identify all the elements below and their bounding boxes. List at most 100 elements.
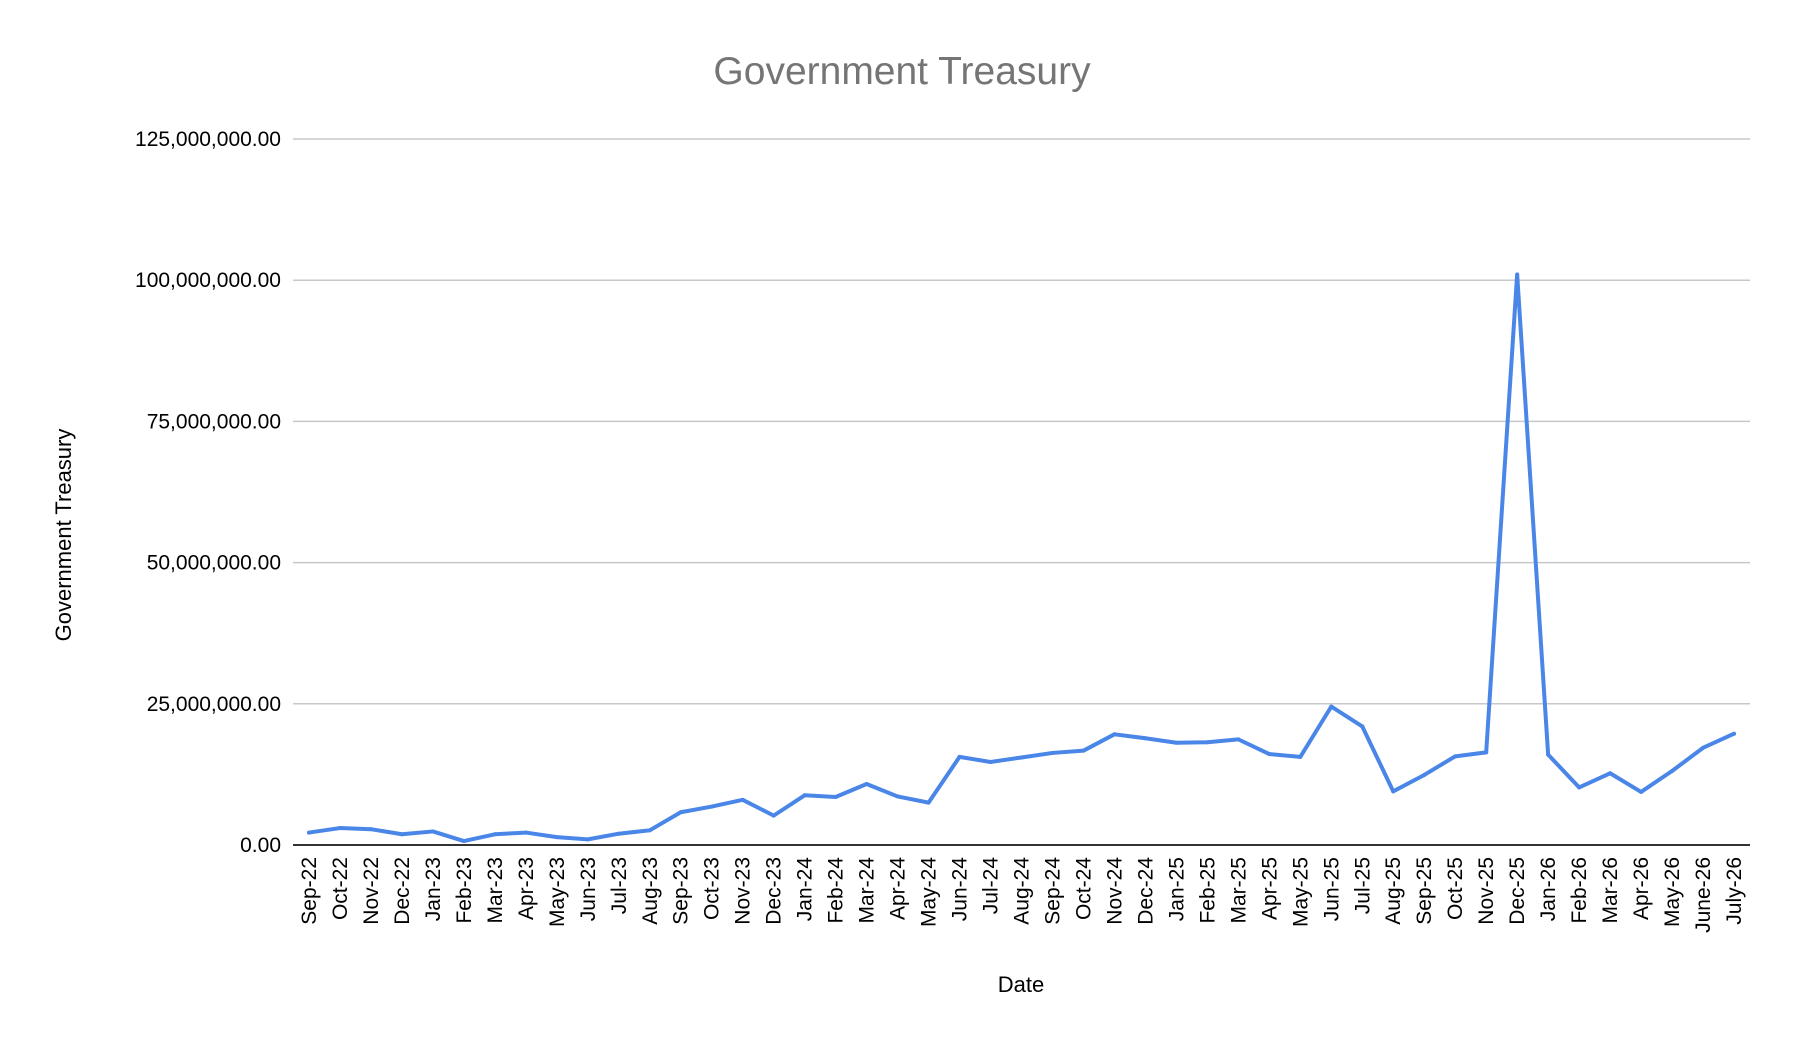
data-point-feb-26 [1577, 785, 1582, 790]
x-tick-label: May-26 [1661, 857, 1684, 927]
x-tick-label: Mar-26 [1599, 857, 1622, 924]
data-point-jan-24 [802, 793, 807, 798]
data-point-apr-23 [523, 830, 528, 835]
data-point-apr-24 [895, 794, 900, 799]
x-tick-label: Apr-24 [887, 857, 910, 920]
x-tick-label: Aug-25 [1382, 857, 1405, 925]
x-tick-label: Jun-23 [577, 857, 600, 921]
x-tick-label: Feb-26 [1568, 857, 1591, 924]
x-tick-label: May-23 [546, 857, 569, 927]
x-tick-label: May-25 [1289, 857, 1312, 927]
x-tick-label: Dec-22 [391, 857, 414, 925]
data-point-jul-24 [988, 759, 993, 764]
x-tick-label: Oct-22 [329, 857, 352, 920]
data-point-dec-25 [1515, 272, 1520, 277]
x-tick-label: Jan-23 [422, 857, 445, 921]
x-axis-title: Date [998, 972, 1044, 997]
y-tick-label: 50,000,000.00 [147, 552, 281, 575]
y-axis-title: Government Treasury [51, 429, 76, 642]
data-point-aug-23 [647, 828, 652, 833]
x-tick-label: Mar-23 [484, 857, 507, 924]
data-point-sep-24 [1050, 750, 1055, 755]
data-point-jul-25 [1360, 724, 1365, 729]
data-point-jan-26 [1546, 752, 1551, 757]
x-tick-label: Sep-25 [1413, 857, 1436, 925]
x-tick-label: Feb-24 [825, 857, 848, 924]
x-tick-label: July-26 [1723, 857, 1746, 925]
data-point-feb-23 [461, 839, 466, 844]
data-point-nov-25 [1484, 750, 1489, 755]
data-point-jun-24 [957, 754, 962, 759]
x-tick-label: Sep-24 [1041, 857, 1064, 925]
x-tick-label: Oct-25 [1444, 857, 1467, 920]
x-tick-label: Aug-24 [1011, 857, 1034, 925]
data-point-jul-23 [616, 831, 621, 836]
data-point-dec-22 [399, 832, 404, 837]
x-tick-label: Dec-24 [1134, 857, 1157, 925]
y-tick-label: 125,000,000.00 [135, 128, 281, 151]
data-point-june-26 [1701, 745, 1706, 750]
data-point-mar-23 [492, 832, 497, 837]
x-tick-label: Sep-22 [298, 857, 321, 925]
data-point-oct-23 [709, 804, 714, 809]
data-point-oct-22 [337, 826, 342, 831]
x-tick-label: Nov-25 [1475, 857, 1498, 925]
y-tick-label: 75,000,000.00 [147, 410, 281, 433]
x-tick-label: Nov-23 [732, 857, 755, 925]
x-tick-label: Jul-24 [980, 857, 1003, 915]
data-point-jan-23 [430, 829, 435, 834]
x-tick-label: Feb-23 [453, 857, 476, 924]
data-point-nov-23 [740, 797, 745, 802]
data-point-sep-23 [678, 810, 683, 815]
data-point-feb-25 [1205, 740, 1210, 745]
data-point-apr-26 [1639, 789, 1644, 794]
x-tick-label: Jul-23 [608, 857, 631, 914]
data-point-may-26 [1670, 769, 1675, 774]
data-point-mar-25 [1236, 737, 1241, 742]
data-point-jun-23 [585, 837, 590, 842]
x-tick-label: Apr-26 [1630, 857, 1653, 920]
x-tick-label: Aug-23 [639, 857, 662, 925]
x-tick-label: Oct-23 [701, 857, 724, 920]
data-point-mar-24 [864, 782, 869, 787]
x-tick-label: Mar-24 [856, 857, 879, 924]
data-point-oct-25 [1453, 754, 1458, 759]
data-point-sep-22 [307, 830, 311, 835]
data-point-apr-25 [1267, 752, 1272, 757]
data-point-jan-25 [1174, 740, 1179, 745]
data-point-aug-25 [1391, 789, 1396, 794]
x-tick-label: Jan-26 [1537, 857, 1560, 921]
data-point-dec-24 [1143, 736, 1148, 741]
data-point-aug-24 [1019, 755, 1024, 760]
x-tick-label: Nov-24 [1103, 857, 1126, 925]
y-axis-tick-labels: 0.00 25,000,000.00 50,000,000.00 75,000,000… [135, 128, 281, 857]
data-point-sep-25 [1422, 772, 1427, 777]
data-point-nov-22 [368, 827, 373, 832]
data-points [307, 272, 1736, 844]
data-point-may-23 [554, 835, 559, 840]
data-point-feb-24 [833, 794, 838, 799]
data-point-may-24 [926, 800, 931, 805]
x-tick-label: Apr-25 [1258, 857, 1281, 920]
x-tick-label: Oct-24 [1072, 857, 1095, 920]
x-tick-label: Jan-24 [794, 857, 817, 922]
data-point-nov-24 [1112, 732, 1117, 737]
x-tick-label: Mar-25 [1227, 857, 1250, 924]
x-tick-label: May-24 [918, 857, 941, 927]
x-tick-label: Sep-23 [670, 857, 693, 925]
y-tick-label: 100,000,000.00 [135, 269, 281, 292]
x-tick-label: June-26 [1692, 857, 1715, 933]
x-tick-label: Feb-25 [1196, 857, 1219, 924]
x-tick-label: Jun-25 [1320, 857, 1343, 921]
x-axis-tick-labels: Sep-22 Oct-22 Nov-22 Dec-22 Jan-23 Feb-23 Mar-… [298, 857, 1746, 933]
x-tick-label: Jan-25 [1165, 857, 1188, 921]
x-tick-label: Dec-25 [1506, 857, 1529, 925]
data-point-july-26 [1732, 731, 1736, 736]
data-point-may-25 [1298, 754, 1303, 759]
x-tick-label: Jul-25 [1351, 857, 1374, 914]
chart-title: Government Treasury [713, 50, 1091, 93]
y-tick-label: 0.00 [240, 834, 281, 857]
data-point-dec-23 [771, 813, 776, 818]
